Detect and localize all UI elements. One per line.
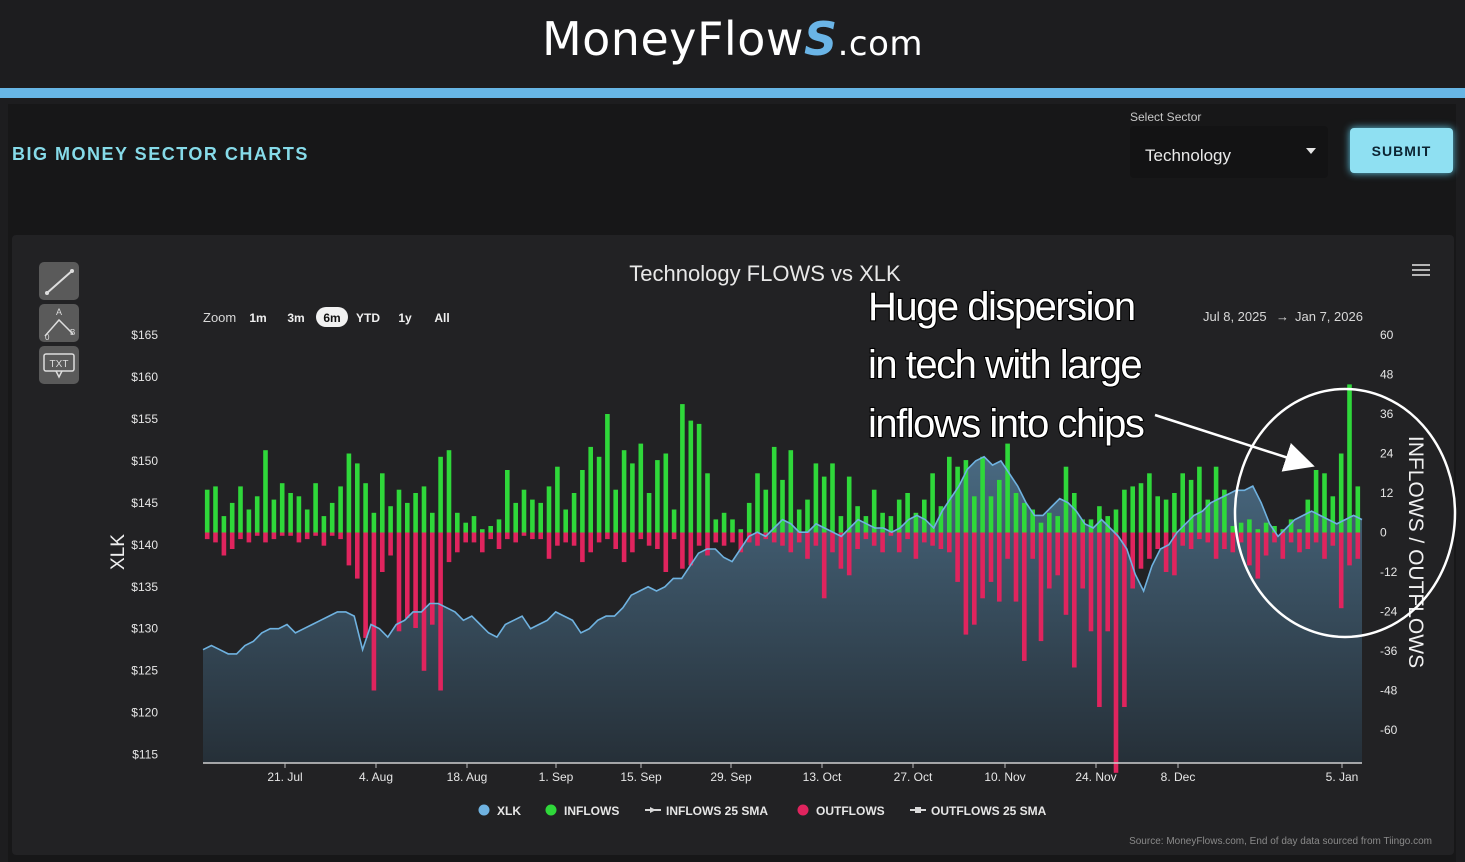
svg-text:A: A <box>56 307 62 317</box>
svg-text:0: 0 <box>45 333 50 342</box>
sector-select[interactable]: Technology <box>1130 126 1328 178</box>
sector-select-label: Select Sector <box>1130 110 1202 124</box>
line-tool-icon <box>45 262 89 295</box>
chart-menu-icon[interactable] <box>1412 264 1430 280</box>
submit-button[interactable]: SUBMIT <box>1350 128 1453 173</box>
page-title: BIG MONEY SECTOR CHARTS <box>12 144 309 164</box>
line-tool-button[interactable] <box>39 262 89 300</box>
sector-select-value: Technology <box>1145 146 1232 165</box>
header-stripe <box>0 88 1465 98</box>
text-tool-button[interactable]: TXT <box>39 346 79 384</box>
triangle-abc-tool-icon: A 0 B <box>44 307 75 342</box>
triangle-tool-button[interactable]: A 0 B <box>39 304 79 342</box>
svg-text:TXT: TXT <box>50 359 69 370</box>
chart-container <box>12 235 1454 855</box>
svg-text:B: B <box>70 328 75 337</box>
chevron-down-icon <box>1306 148 1316 154</box>
text-annotation-tool-icon: TXT <box>43 353 75 379</box>
moneyflows-logo[interactable]: MoneyFlowS.com <box>541 12 924 66</box>
top-bar: MoneyFlowS.com <box>0 0 1465 88</box>
